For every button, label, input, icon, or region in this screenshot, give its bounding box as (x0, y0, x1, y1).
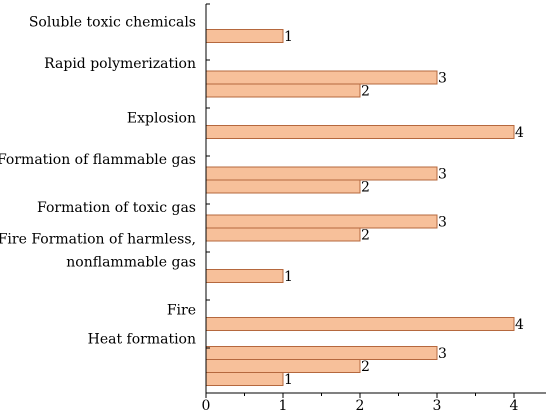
category-label: Formation of flammable gas (0, 152, 196, 168)
bar (205, 317, 515, 331)
bar (205, 70, 438, 85)
data-label: 2 (361, 180, 370, 196)
category-label: Formation of toxic gas (37, 200, 196, 216)
category-label: Rapid polymerization (44, 56, 196, 72)
data-label: 3 (438, 167, 447, 183)
bar (205, 346, 438, 360)
data-label: 3 (438, 215, 447, 231)
category-label: Fire Formation of harmless, (0, 232, 196, 248)
data-label: 3 (438, 71, 447, 87)
x-tick-label: 2 (356, 398, 365, 413)
bar (205, 359, 361, 373)
bar (205, 166, 438, 181)
bar (205, 214, 438, 229)
x-tick-label: 1 (279, 398, 288, 413)
data-label: 3 (438, 346, 447, 362)
bar (205, 269, 284, 283)
category-label: Explosion (127, 111, 196, 127)
bar (205, 83, 361, 98)
category-label: Heat formation (88, 332, 196, 348)
data-label: 2 (361, 228, 370, 244)
bar (205, 372, 284, 386)
x-tick-label: 4 (510, 398, 519, 413)
data-label: 4 (515, 317, 524, 333)
bar (205, 227, 361, 242)
data-label: 1 (284, 269, 293, 285)
category-label: Fire (167, 303, 196, 319)
x-tick-label: 3 (433, 398, 442, 413)
bar (205, 179, 361, 194)
category-label: Soluble toxic chemicals (29, 15, 196, 31)
category-label: nonflammable gas (66, 255, 196, 271)
bar (205, 29, 284, 43)
data-label: 4 (515, 125, 524, 141)
data-label: 2 (361, 84, 370, 100)
data-label: 1 (284, 29, 293, 45)
data-label: 1 (284, 372, 293, 388)
bar (205, 125, 515, 139)
data-label: 2 (361, 359, 370, 375)
x-tick-label: 0 (202, 398, 211, 413)
plot-area: 1 Soluble toxic chemicals 3 2 Rapid polymeri… (0, 3, 546, 413)
